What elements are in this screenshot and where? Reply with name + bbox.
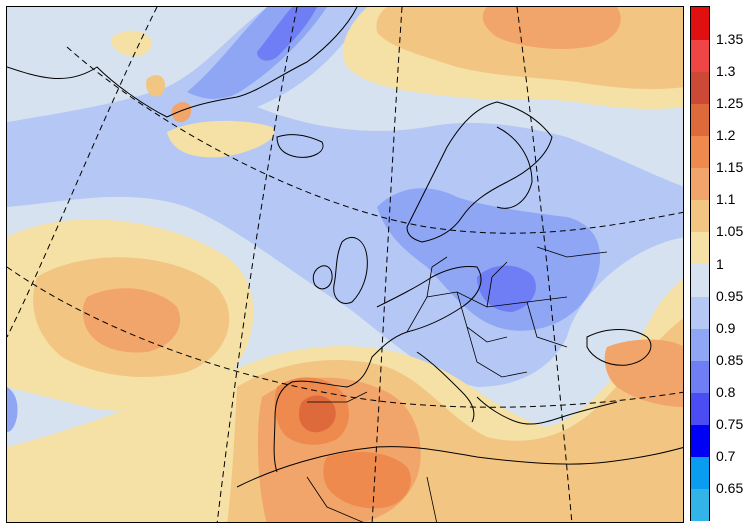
border-line xyxy=(426,476,437,522)
meridian-line xyxy=(216,7,298,522)
colorbar-segment xyxy=(691,295,709,329)
contour-090-central xyxy=(377,188,601,331)
graticule xyxy=(7,7,683,522)
italy xyxy=(416,351,475,423)
colorbar-tick-label: 0.7 xyxy=(716,447,736,464)
colorbar-segment xyxy=(691,423,709,457)
balkan-coast xyxy=(476,396,618,425)
colorbar-segment xyxy=(691,327,709,361)
ireland xyxy=(312,265,333,290)
colorbar-segment xyxy=(691,487,709,521)
border-line xyxy=(466,326,528,378)
contour-fills xyxy=(7,7,683,522)
colorbar-segment xyxy=(691,199,709,233)
map-panel xyxy=(6,6,684,523)
contour-115-atlantic xyxy=(82,288,181,353)
colorbar-segment xyxy=(691,455,709,489)
scandinavia-coast xyxy=(406,101,553,243)
greenland-coast xyxy=(7,7,358,118)
colorbar-tick-label: 1.2 xyxy=(716,127,736,144)
colorbar-tick-label: 0.75 xyxy=(716,415,744,432)
contour-105-iceland xyxy=(167,120,275,158)
colorbar-tick-label: 0.95 xyxy=(716,287,744,304)
europe-anomaly-map xyxy=(7,7,683,522)
meridian-line xyxy=(7,7,158,338)
colorbar-tick-label: 1.1 xyxy=(716,191,736,208)
border-line xyxy=(536,246,608,258)
colorbar-segment xyxy=(691,103,709,137)
british-isles xyxy=(333,237,368,304)
colorbar-tick-label: 0.9 xyxy=(716,319,736,336)
colorbar-tick-label: 0.8 xyxy=(716,383,736,400)
contour-115-northeast xyxy=(482,7,621,49)
colorbar-tick-label: 1.15 xyxy=(716,159,744,176)
contour-115-greenland xyxy=(171,102,192,123)
north-africa-coast xyxy=(236,446,683,488)
border-line xyxy=(486,261,508,308)
black-sea xyxy=(586,329,652,366)
border-line xyxy=(307,391,368,403)
coastlines xyxy=(7,7,683,488)
contour-115-east xyxy=(604,339,683,407)
colorbar-tick-label: 1.3 xyxy=(716,63,736,80)
contour-105-greenland-n xyxy=(111,30,152,57)
contour-110-greenland xyxy=(146,75,165,97)
border-line xyxy=(526,301,568,348)
colorbar-segment xyxy=(691,135,709,169)
colorbar-segment xyxy=(691,391,709,425)
border-line xyxy=(426,256,448,298)
finland-coast xyxy=(496,126,533,209)
colorbar xyxy=(690,6,710,521)
contour-120-africa xyxy=(323,451,411,509)
contour-090-west xyxy=(7,387,18,432)
border-line xyxy=(456,291,508,343)
meridian-line xyxy=(516,7,573,522)
parallel-line xyxy=(7,266,683,408)
contour-085-north xyxy=(257,7,317,61)
continental-coast xyxy=(273,266,482,473)
colorbar-tick-label: 1.25 xyxy=(716,95,744,112)
meridian-line xyxy=(371,7,403,522)
colorbar-tick-label: 0.65 xyxy=(716,479,744,496)
colorbar-tick-label: 1.35 xyxy=(716,31,744,48)
colorbar-segment xyxy=(691,231,709,265)
borders xyxy=(306,246,608,522)
colorbar-segment xyxy=(691,263,709,297)
contour-125-spain xyxy=(299,395,336,433)
colorbar-tick-label: 1.05 xyxy=(716,223,744,240)
border-line xyxy=(306,476,364,522)
parallel-line xyxy=(66,46,683,234)
colorbar-segment xyxy=(691,167,709,201)
border-line xyxy=(406,291,568,333)
iceland-coast xyxy=(276,134,324,158)
colorbar-tick-label: 0.85 xyxy=(716,351,744,368)
colorbar-segment xyxy=(691,71,709,105)
colorbar-tick-label: 1 xyxy=(716,255,724,272)
colorbar-segment xyxy=(691,39,709,73)
colorbar-segment xyxy=(691,359,709,393)
colorbar-segment xyxy=(691,7,709,40)
